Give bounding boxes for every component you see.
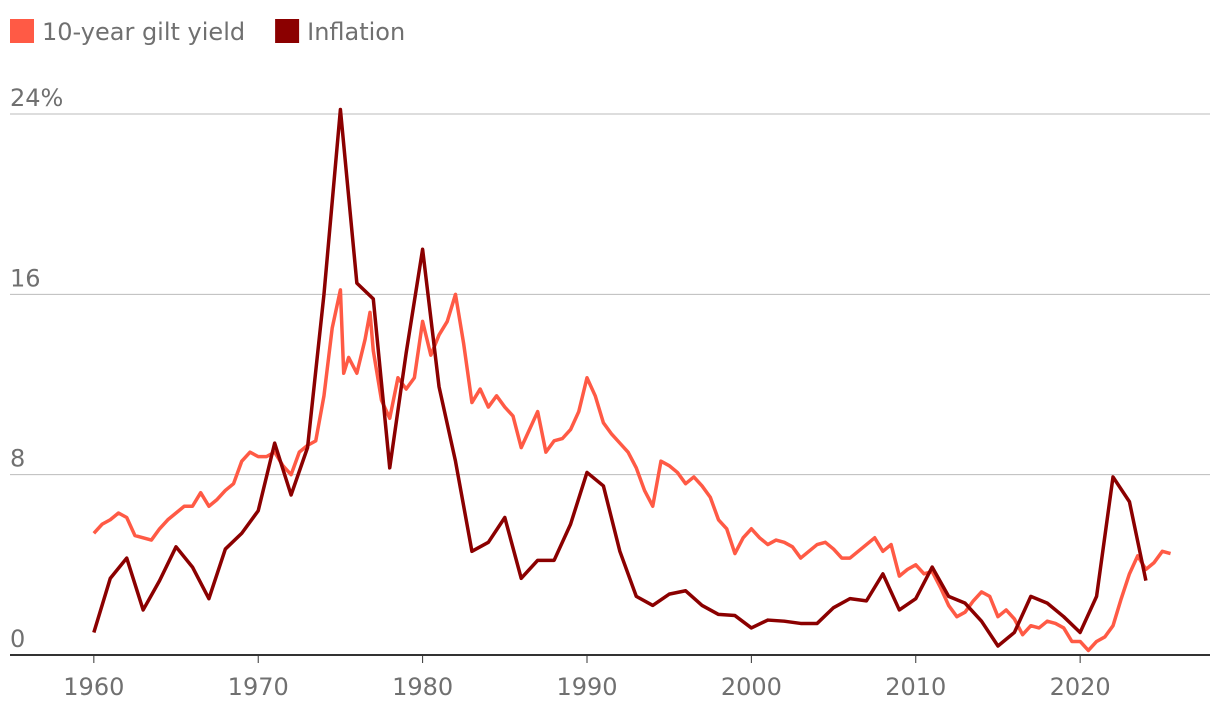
x-tick-label: 1980	[392, 673, 453, 701]
line	[92, 288, 1172, 653]
x-tick-label: 2020	[1050, 673, 1111, 701]
y-tick-label: 8	[10, 445, 25, 473]
x-tick-label: 1970	[228, 673, 289, 701]
legend-swatch	[275, 19, 300, 43]
y-tick-label: 0	[10, 625, 25, 653]
y-tick-label: 16	[10, 264, 41, 292]
legend-label: Inflation	[307, 18, 405, 46]
x-tick-label: 2000	[721, 673, 782, 701]
x-tick-label: 1990	[556, 673, 617, 701]
line	[92, 107, 1148, 648]
y-tick-label: 24%	[10, 84, 63, 112]
x-tick-label: 1960	[63, 673, 124, 701]
legend-swatch	[10, 19, 34, 43]
legend-label: 10-year gilt yield	[42, 18, 245, 46]
x-tick-label: 2010	[885, 673, 946, 701]
